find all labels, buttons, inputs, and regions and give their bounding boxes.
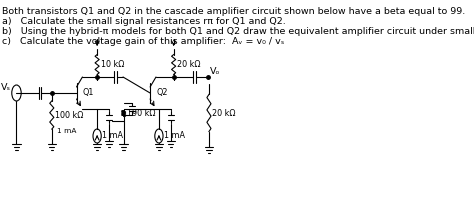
Text: Q2: Q2 [156, 88, 168, 97]
Text: 20 kΩ: 20 kΩ [212, 109, 236, 118]
Text: Q1: Q1 [83, 88, 94, 97]
Text: c)   Calculate the voltage gain of this amplifier:  Aᵥ = v₀ / vₛ: c) Calculate the voltage gain of this am… [2, 37, 284, 46]
Text: a)   Calculate the small signal resistances rπ for Q1 and Q2.: a) Calculate the small signal resistance… [2, 17, 286, 26]
Text: 1 mA: 1 mA [102, 131, 123, 141]
Text: Both transistors Q1 and Q2 in the cascade amplifier circuit shown below have a b: Both transistors Q1 and Q2 in the cascad… [2, 7, 465, 16]
Text: 20 kΩ: 20 kΩ [177, 60, 201, 69]
Text: 1 mA: 1 mA [164, 131, 185, 141]
Text: 190 kΩ: 190 kΩ [127, 109, 155, 118]
Text: 10 kΩ: 10 kΩ [100, 60, 124, 69]
Text: 1 mA: 1 mA [56, 128, 76, 134]
Text: Vₒ: Vₒ [210, 67, 220, 76]
Text: 100 kΩ: 100 kΩ [55, 110, 84, 120]
Text: Vₛ: Vₛ [0, 83, 10, 92]
Text: b)   Using the hybrid-π models for both Q1 and Q2 draw the equivalent amplifier : b) Using the hybrid-π models for both Q1… [2, 27, 474, 36]
